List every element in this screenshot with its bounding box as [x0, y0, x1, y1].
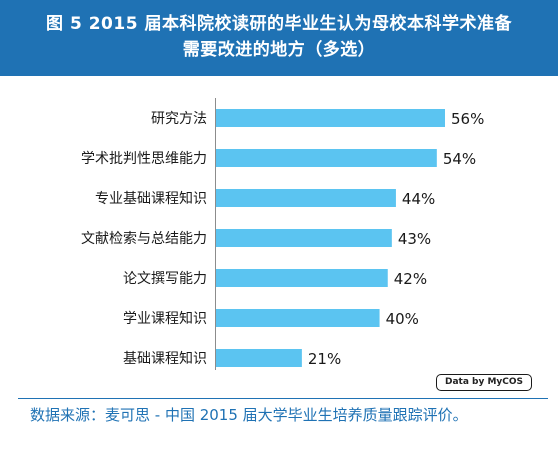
bar-series: 研究方法 56% 学术批判性思维能力 54% 专业基础课程知识 44% 文献检索与总结能力 4… [81, 109, 484, 368]
bar-5 [216, 269, 388, 287]
value-label-2: 54% [443, 150, 476, 168]
chart-title-line-1: 图 5 2015 届本科院校读研的毕业生认为母校本科学术准备 [46, 14, 512, 34]
data-by-mycos-badge: Data by MyCOS [436, 374, 532, 391]
bar-7 [216, 349, 302, 367]
value-label-4: 43% [398, 230, 431, 248]
category-label-6: 学业课程知识 [123, 310, 207, 327]
bar-6 [216, 309, 380, 327]
category-label-3: 专业基础课程知识 [95, 190, 207, 207]
bar-4 [216, 229, 392, 247]
value-label-5: 42% [394, 270, 427, 288]
value-label-1: 56% [451, 110, 484, 128]
category-label-2: 学术批判性思维能力 [81, 151, 207, 167]
bar-chart: 研究方法 56% 学术批判性思维能力 54% 专业基础课程知识 44% 文献检索与总结能力 4… [81, 98, 484, 370]
footer-divider [18, 398, 548, 399]
data-source-note: 数据来源：麦可思 - 中国 2015 届大学毕业生培养质量跟踪评价。 [30, 406, 468, 424]
category-label-4: 文献检索与总结能力 [81, 230, 207, 247]
category-label-1: 研究方法 [151, 111, 207, 127]
category-label-7: 基础课程知识 [123, 350, 207, 367]
bar-1 [216, 109, 445, 127]
value-label-3: 44% [402, 190, 435, 208]
bar-3 [216, 189, 396, 207]
value-label-7: 21% [308, 350, 341, 368]
category-label-5: 论文撰写能力 [123, 271, 207, 287]
bar-2 [216, 149, 437, 167]
value-label-6: 40% [386, 310, 419, 328]
chart-title-bar: 图 5 2015 届本科院校读研的毕业生认为母校本科学术准备 需要改进的地方（多… [0, 0, 558, 76]
chart-title-line-2: 需要改进的地方（多选） [182, 40, 376, 60]
